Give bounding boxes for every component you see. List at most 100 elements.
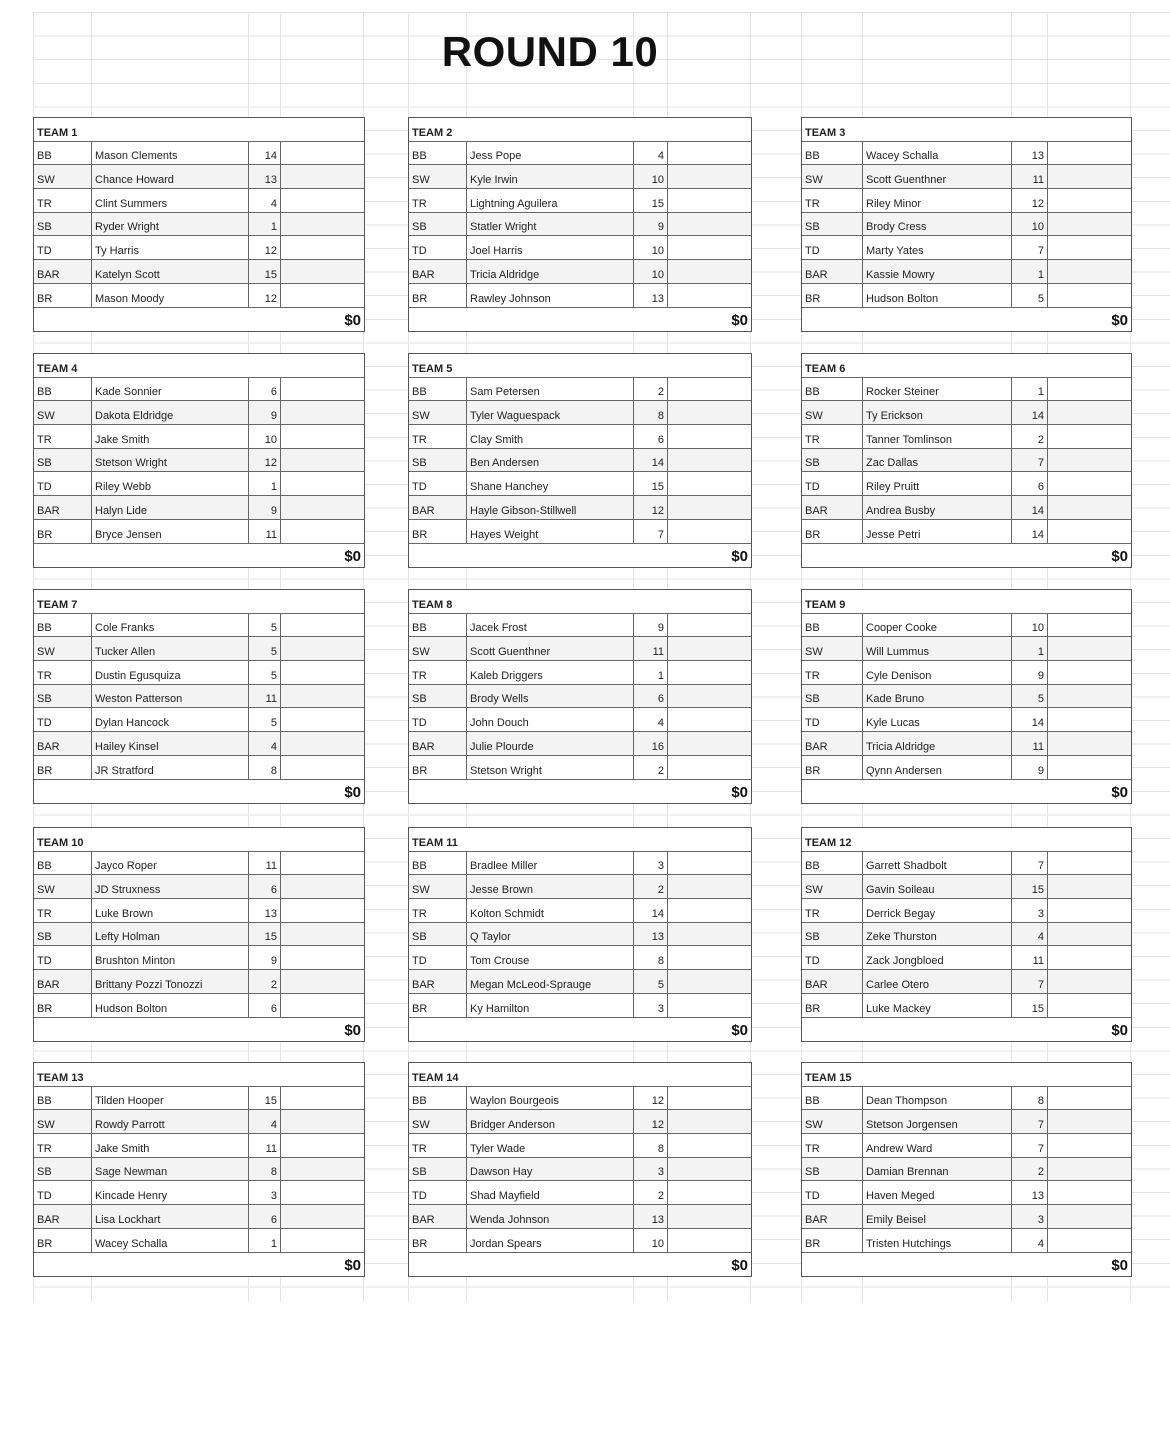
player-name[interactable]: Dustin Egusquiza	[92, 661, 249, 684]
value-cell[interactable]	[1048, 449, 1131, 472]
position[interactable]: BAR	[802, 260, 863, 283]
cell[interactable]	[1012, 1063, 1048, 1086]
player-name[interactable]: Tucker Allen	[92, 637, 249, 661]
position[interactable]: BR	[802, 755, 863, 779]
team-total[interactable]: $0	[1111, 312, 1128, 330]
cell[interactable]	[802, 1018, 863, 1042]
player-name[interactable]: Ky Hamilton	[467, 993, 634, 1017]
value-cell[interactable]	[281, 875, 364, 898]
position[interactable]: SW	[802, 875, 863, 899]
draw-number[interactable]: 14	[634, 899, 668, 922]
cell[interactable]	[1048, 1063, 1131, 1086]
player-name[interactable]: Will Lummus	[863, 637, 1012, 661]
position[interactable]: BAR	[802, 732, 863, 755]
cell[interactable]	[863, 590, 1012, 613]
value-cell[interactable]	[281, 165, 364, 188]
cell[interactable]	[668, 118, 751, 141]
cell[interactable]	[92, 544, 249, 568]
player-name[interactable]: Dakota Eldridge	[92, 401, 249, 425]
team-total[interactable]: $0	[731, 1022, 748, 1040]
cell[interactable]	[249, 308, 281, 332]
position[interactable]: TD	[802, 708, 863, 732]
value-cell[interactable]	[668, 923, 751, 946]
value-cell[interactable]	[668, 236, 751, 259]
player-name[interactable]: Dawson Hay	[467, 1157, 634, 1181]
draw-number[interactable]: 11	[249, 684, 281, 708]
team-total[interactable]: $0	[731, 548, 748, 566]
cell[interactable]	[863, 354, 1012, 377]
draw-number[interactable]: 13	[1012, 1181, 1048, 1205]
position[interactable]: TR	[802, 899, 863, 922]
cell[interactable]	[249, 118, 281, 141]
draw-number[interactable]: 8	[634, 946, 668, 970]
player-name[interactable]: Tilden Hooper	[92, 1086, 249, 1110]
position[interactable]: BAR	[34, 970, 92, 993]
player-name[interactable]: Garrett Shadbolt	[863, 851, 1012, 875]
player-name[interactable]: Jacek Frost	[467, 613, 634, 637]
cell[interactable]	[1012, 590, 1048, 613]
value-cell[interactable]	[668, 875, 751, 898]
position[interactable]: BB	[409, 377, 467, 401]
cell[interactable]	[92, 118, 249, 141]
player-name[interactable]: Hailey Kinsel	[92, 732, 249, 755]
value-cell[interactable]	[281, 1181, 364, 1204]
value-cell[interactable]	[1048, 970, 1131, 993]
value-cell[interactable]	[668, 496, 751, 519]
position[interactable]: TR	[802, 661, 863, 684]
draw-number[interactable]: 6	[249, 377, 281, 401]
position[interactable]: SB	[409, 1157, 467, 1181]
player-name[interactable]: Lisa Lockhart	[92, 1205, 249, 1228]
cell[interactable]	[1012, 544, 1048, 568]
draw-number[interactable]: 14	[249, 141, 281, 165]
position[interactable]: TD	[34, 1181, 92, 1205]
cell[interactable]	[467, 544, 634, 568]
value-cell[interactable]	[281, 1134, 364, 1157]
player-name[interactable]: Riley Minor	[863, 189, 1012, 212]
team-name[interactable]: TEAM 4	[37, 362, 78, 375]
cell[interactable]	[467, 1018, 634, 1042]
cell[interactable]	[1048, 828, 1131, 851]
position[interactable]: BB	[409, 613, 467, 637]
position[interactable]: SW	[34, 875, 92, 899]
draw-number[interactable]: 11	[249, 1134, 281, 1157]
team-total[interactable]: $0	[1111, 784, 1128, 802]
player-name[interactable]: Haven Meged	[863, 1181, 1012, 1205]
team-name[interactable]: TEAM 3	[805, 126, 846, 139]
player-name[interactable]: Clint Summers	[92, 189, 249, 212]
player-name[interactable]: Kyle Irwin	[467, 165, 634, 189]
team-total[interactable]: $0	[1111, 1257, 1128, 1275]
player-name[interactable]: Andrew Ward	[863, 1134, 1012, 1157]
value-cell[interactable]	[1048, 165, 1131, 188]
player-name[interactable]: Jess Pope	[467, 141, 634, 165]
cell[interactable]	[863, 544, 1012, 568]
value-cell[interactable]	[281, 1158, 364, 1181]
cell[interactable]	[802, 1253, 863, 1277]
player-name[interactable]: Rowdy Parrott	[92, 1110, 249, 1134]
cell[interactable]	[467, 1063, 634, 1086]
cell[interactable]	[249, 544, 281, 568]
position[interactable]: BR	[802, 993, 863, 1017]
position[interactable]: SW	[802, 1110, 863, 1134]
draw-number[interactable]: 2	[1012, 425, 1048, 448]
cell[interactable]	[863, 308, 1012, 332]
cell[interactable]	[467, 308, 634, 332]
cell[interactable]	[249, 780, 281, 804]
position[interactable]: SB	[409, 922, 467, 946]
player-name[interactable]: Wenda Johnson	[467, 1205, 634, 1228]
position[interactable]: TD	[34, 472, 92, 496]
cell[interactable]	[863, 118, 1012, 141]
draw-number[interactable]: 14	[1012, 401, 1048, 425]
player-name[interactable]: Statler Wright	[467, 212, 634, 236]
value-cell[interactable]	[668, 1134, 751, 1157]
player-name[interactable]: Jayco Roper	[92, 851, 249, 875]
draw-number[interactable]: 14	[1012, 496, 1048, 519]
position[interactable]: TD	[409, 708, 467, 732]
cell[interactable]	[634, 1018, 668, 1042]
player-name[interactable]: Rocker Steiner	[863, 377, 1012, 401]
player-name[interactable]: Jake Smith	[92, 1134, 249, 1157]
cell[interactable]	[1012, 1018, 1048, 1042]
position[interactable]: BR	[34, 993, 92, 1017]
value-cell[interactable]	[281, 946, 364, 969]
value-cell[interactable]	[281, 1087, 364, 1110]
draw-number[interactable]: 4	[249, 1110, 281, 1134]
